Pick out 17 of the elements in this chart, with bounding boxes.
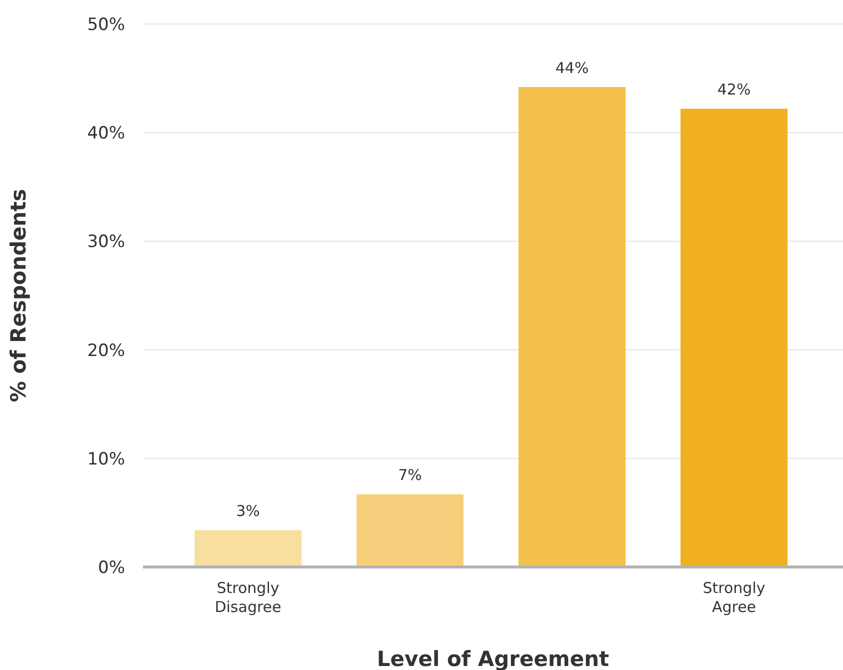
y-tick-label: 10% <box>87 449 125 470</box>
y-tick-label: 50% <box>87 15 125 36</box>
data-label: 7% <box>398 466 422 484</box>
bar <box>356 494 464 567</box>
x-tick-label: Strongly Agree <box>702 579 766 616</box>
y-tick-label: 30% <box>87 232 125 252</box>
data-label: 3% <box>236 502 260 520</box>
bar <box>518 86 626 567</box>
data-label: 44% <box>555 58 589 77</box>
bar <box>194 530 302 567</box>
y-tick-label: 0% <box>98 558 125 578</box>
x-tick-label: Strongly Disagree <box>214 579 282 616</box>
y-axis-title: % of Respondents <box>6 188 30 402</box>
data-label: 42% <box>717 80 751 99</box>
bar <box>680 108 788 567</box>
y-tick-label: 40% <box>87 124 125 144</box>
y-tick-label: 20% <box>87 340 125 361</box>
